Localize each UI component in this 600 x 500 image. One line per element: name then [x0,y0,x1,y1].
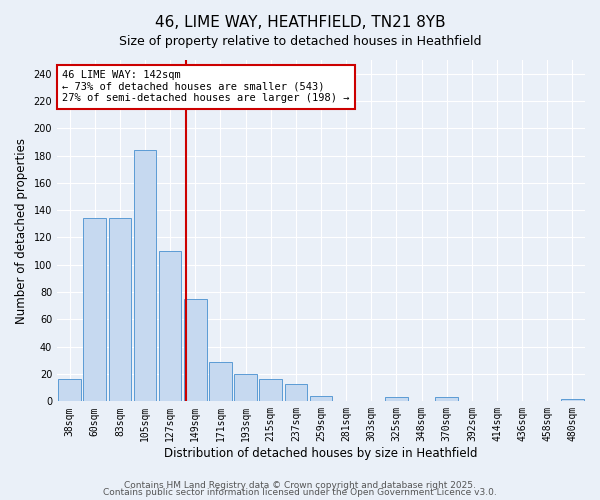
Bar [436,397,458,402]
Bar [83,218,106,402]
Bar [58,380,81,402]
Text: 46 LIME WAY: 142sqm
← 73% of detached houses are smaller (543)
27% of semi-detac: 46 LIME WAY: 142sqm ← 73% of detached ho… [62,70,350,103]
Bar [209,362,232,402]
Text: 46, LIME WAY, HEATHFIELD, TN21 8YB: 46, LIME WAY, HEATHFIELD, TN21 8YB [155,15,445,30]
Bar [134,150,157,402]
Bar [284,384,307,402]
Bar [259,380,282,402]
X-axis label: Distribution of detached houses by size in Heathfield: Distribution of detached houses by size … [164,447,478,460]
Bar [109,218,131,402]
Bar [385,397,408,402]
Text: Contains public sector information licensed under the Open Government Licence v3: Contains public sector information licen… [103,488,497,497]
Bar [234,374,257,402]
Bar [184,299,206,402]
Text: Size of property relative to detached houses in Heathfield: Size of property relative to detached ho… [119,35,481,48]
Bar [310,396,332,402]
Text: Contains HM Land Registry data © Crown copyright and database right 2025.: Contains HM Land Registry data © Crown c… [124,480,476,490]
Bar [159,251,181,402]
Y-axis label: Number of detached properties: Number of detached properties [15,138,28,324]
Bar [561,398,584,402]
